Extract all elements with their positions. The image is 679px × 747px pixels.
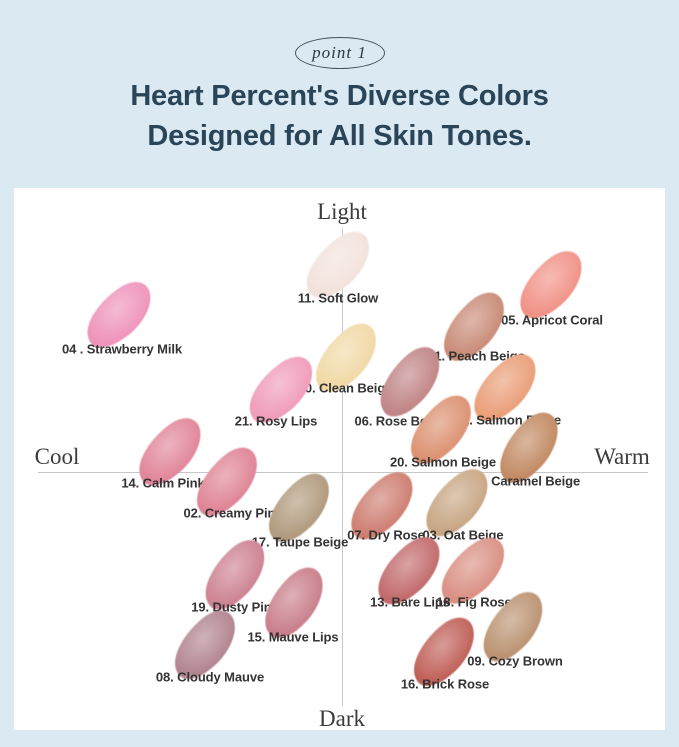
- point-badge: point 1: [294, 37, 385, 69]
- horizontal-axis-line: [38, 472, 648, 473]
- swatch-15-mauve-lips-label: 15. Mauve Lips: [247, 629, 339, 645]
- swatch-13-bare-lips-label: 13. Bare Lips: [370, 594, 450, 610]
- swatch-17-taupe-beige-label: 17. Taupe Beige: [251, 534, 349, 550]
- page-title: Heart Percent's Diverse Colors Designed f…: [0, 76, 679, 156]
- vertical-axis-line: [342, 228, 343, 706]
- page-title-line1: Heart Percent's Diverse Colors: [130, 80, 549, 112]
- swatch-12-caramel-beige-label: 12. Caramel Beige: [469, 473, 581, 489]
- swatch-02-creamy-pink-label: 02. Creamy Pink: [183, 505, 283, 521]
- swatch-08-cloudy-mauve-label: 08. Cloudy Mauve: [155, 669, 265, 685]
- swatch-16-brick-rose-label: 16. Brick Rose: [400, 676, 490, 692]
- axis-label-dark: Dark: [319, 706, 365, 731]
- swatch-10-clean-beige-label: 10. Clean Beige: [297, 380, 393, 396]
- swatch-14-calm-pink-label: 14. Calm Pink: [121, 475, 205, 491]
- axis-label-warm: Warm: [594, 444, 650, 469]
- swatch-09-cozy-brown-label: 09. Cozy Brown: [467, 653, 563, 669]
- axis-label-light: Light: [317, 199, 367, 224]
- axis-label-cool: Cool: [34, 444, 80, 469]
- swatch-11-soft-glow-label: 11. Soft Glow: [297, 290, 379, 306]
- page-title-line2: Designed for All Skin Tones.: [147, 120, 532, 152]
- swatch-05-apricot-coral-label: 05. Apricot Coral: [501, 312, 603, 328]
- swatch-07-dry-rose-label: 07. Dry Rose: [347, 527, 425, 543]
- point-badge-label: point 1: [312, 43, 367, 62]
- swatch-20-salmon-beige-label: 20. Salmon Beige: [389, 454, 497, 470]
- swatch-04-strawberry-milk-label: 04 . Strawberry Milk: [61, 341, 183, 357]
- swatch-18-fig-rose-label: 18. Fig Rose: [436, 594, 512, 610]
- swatch-01-peach-beige-label: 01. Peach Beige: [427, 348, 525, 364]
- swatch-21-rosy-lips-label: 21. Rosy Lips: [234, 413, 318, 429]
